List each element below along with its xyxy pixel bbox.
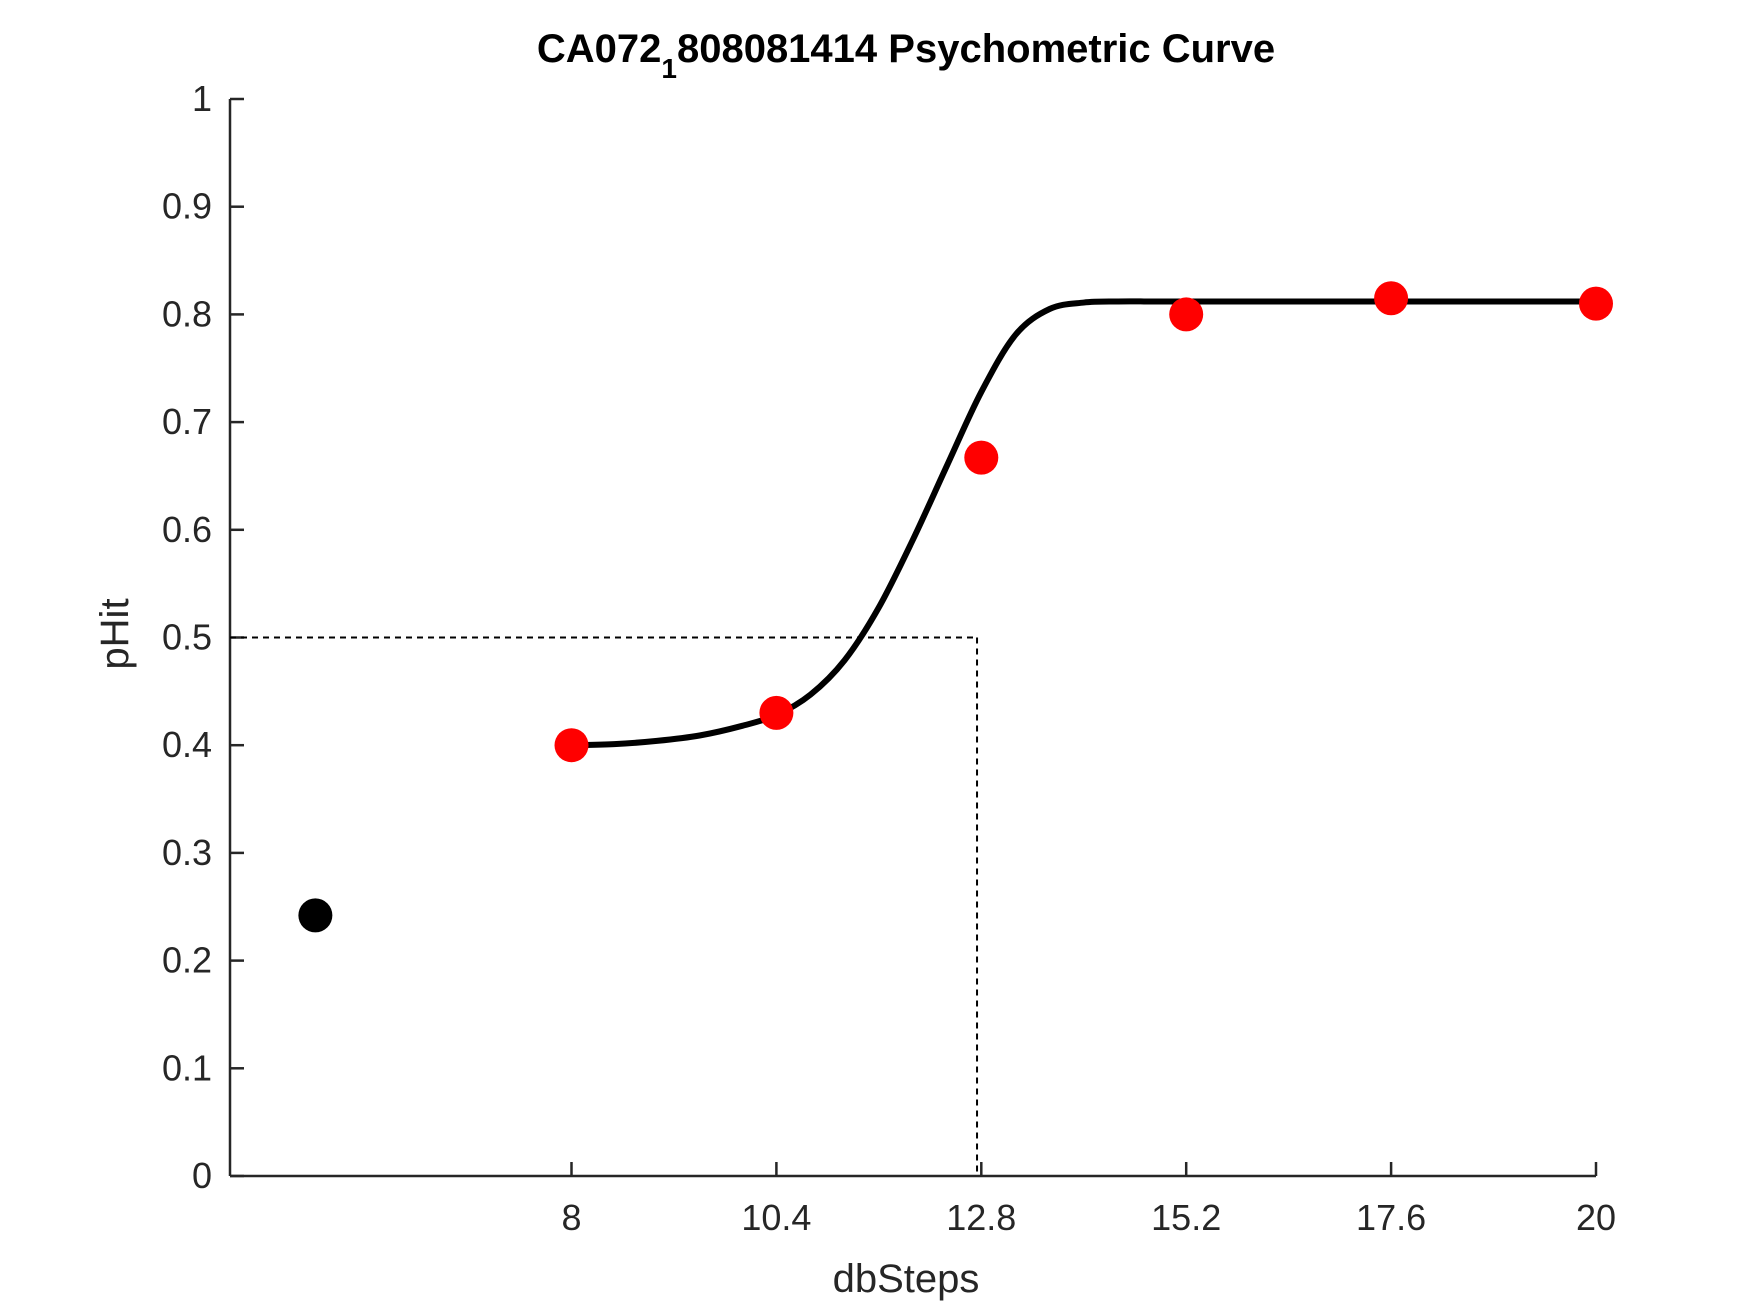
data-points [298, 281, 1613, 933]
chart-title-subscript: 1 [661, 53, 677, 84]
y-tick-label: 0.1 [162, 1047, 212, 1088]
x-tick-label: 10.4 [741, 1197, 811, 1238]
y-tick-label: 0.4 [162, 724, 212, 765]
x-axis-label: dbSteps [833, 1257, 980, 1301]
threshold-guides [230, 636, 979, 1176]
y-tick-label: 0.9 [162, 186, 212, 227]
y-tick-label: 0.6 [162, 509, 212, 550]
red-data-point [759, 695, 794, 730]
red-data-point [1579, 286, 1613, 321]
y-tick-label: 0.7 [162, 401, 212, 442]
y-tick-label: 0.2 [162, 940, 212, 981]
x-tick-label: 8 [561, 1197, 581, 1238]
chart-title-main: CA072 [537, 27, 662, 71]
fit-curve-line [568, 298, 1599, 749]
chart-title: CA0721808081414 Psychometric Curve [537, 27, 1275, 84]
x-tick-label: 15.2 [1151, 1197, 1221, 1238]
y-tick-label: 1 [192, 78, 212, 119]
red-data-point [554, 728, 589, 763]
y-tick-label: 0.5 [162, 617, 212, 658]
y-axis-label: pHit [93, 598, 137, 669]
y-tick-label: 0 [192, 1155, 212, 1196]
red-data-point [1169, 297, 1204, 332]
red-data-point [964, 440, 999, 475]
red-data-point [1374, 281, 1409, 316]
y-tick-label: 0.3 [162, 832, 212, 873]
x-tick-label: 20 [1576, 1197, 1616, 1238]
fit-curves [568, 298, 1599, 749]
chart-title-rest: 808081414 Psychometric Curve [677, 27, 1275, 71]
y-tick-label: 0.8 [162, 293, 212, 334]
black-data-point [298, 898, 333, 933]
x-tick-label: 17.6 [1356, 1197, 1426, 1238]
x-tick-label: 12.8 [946, 1197, 1016, 1238]
plot-axes: 0 0.1 0.2 0.3 0.4 0.5 0.6 0.7 0.8 0.9 1 8 10.4 12.8 15… [162, 78, 1616, 1238]
